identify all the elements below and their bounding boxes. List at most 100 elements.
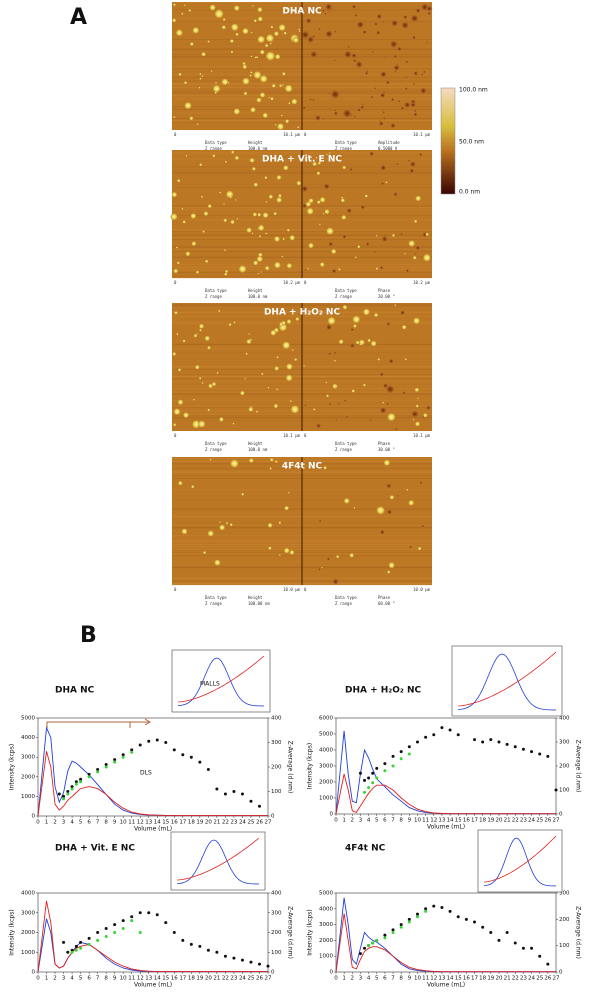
data-point — [530, 750, 534, 754]
particle — [413, 71, 418, 76]
x-tick-label: 3 — [62, 820, 66, 826]
particle — [387, 570, 391, 574]
particle — [409, 168, 415, 174]
particle — [290, 405, 300, 414]
particle — [400, 310, 405, 316]
data-point — [371, 781, 375, 785]
particle — [200, 195, 203, 198]
data-point — [391, 764, 395, 768]
particle — [270, 329, 277, 336]
particle — [389, 495, 395, 500]
particle — [173, 268, 178, 274]
data-point — [181, 938, 185, 942]
x-tick-label: 10 — [414, 818, 421, 824]
particle — [338, 339, 344, 345]
particle — [380, 71, 387, 78]
data-point — [104, 763, 108, 767]
particle — [260, 271, 262, 273]
inset-frame — [477, 829, 563, 893]
data-point — [66, 790, 70, 793]
x-tick-label: 12 — [137, 820, 144, 826]
plot-frame — [37, 892, 269, 973]
axis-extent: 10.1 µm — [413, 132, 430, 137]
x-tick-label: 1 — [45, 820, 49, 826]
data-point — [130, 748, 134, 752]
particle — [209, 4, 216, 11]
data-point — [96, 938, 100, 942]
data-point — [66, 792, 70, 796]
x-axis-label: Volume (mL) — [134, 826, 172, 833]
z-range-label: Z range — [335, 146, 352, 151]
particle — [250, 55, 253, 58]
color-bar-label: 50.0 nm — [459, 139, 484, 146]
particle — [232, 422, 235, 425]
y-tick-label: 1000 — [21, 794, 35, 800]
particle — [334, 351, 337, 354]
particle — [265, 34, 274, 43]
particle — [246, 227, 252, 233]
particle — [203, 211, 209, 216]
particle — [219, 191, 222, 194]
y2-tick-label: 300 — [559, 891, 570, 897]
y2-tick-label: 200 — [559, 764, 570, 770]
particle — [400, 106, 404, 110]
particle — [288, 102, 291, 105]
data-type: Phase — [378, 288, 391, 293]
particle — [333, 59, 336, 62]
particle — [285, 7, 288, 10]
particle — [316, 423, 321, 429]
y-tick-label: 6000 — [319, 716, 333, 722]
particle — [395, 427, 398, 431]
particle — [325, 381, 328, 384]
particle — [276, 175, 282, 180]
particle — [262, 212, 269, 218]
particle — [281, 320, 286, 325]
y2-tick-label: 200 — [559, 917, 570, 923]
particle — [362, 383, 366, 387]
z-range: 0.5000 V — [378, 146, 398, 151]
data-point — [172, 748, 176, 752]
x-tick-label: 15 — [455, 976, 462, 982]
particle — [326, 394, 329, 398]
z-range-label: Z range — [335, 447, 352, 452]
x-tick-label: 23 — [520, 818, 527, 824]
x-tick-label: 3 — [62, 976, 66, 982]
data-point — [407, 920, 411, 924]
particle — [280, 114, 283, 117]
particle — [172, 18, 177, 23]
particle — [411, 410, 419, 418]
particle — [270, 25, 274, 29]
x-tick-label: 24 — [239, 976, 246, 982]
data-type-label: Data type — [205, 140, 227, 145]
data-point — [104, 765, 108, 769]
particle — [381, 165, 383, 167]
particle — [342, 108, 352, 118]
y2-tick-label: 200 — [271, 765, 282, 771]
data-point — [407, 752, 411, 756]
axis-extent: 10.0 µm — [413, 587, 430, 592]
particle — [296, 180, 302, 186]
particle — [258, 227, 260, 230]
x-tick-label: 25 — [536, 818, 543, 824]
x-tick-label: 14 — [154, 820, 161, 826]
particle — [379, 407, 387, 414]
particle — [346, 208, 352, 214]
particle — [315, 156, 318, 159]
particle — [303, 365, 305, 367]
particle — [230, 459, 239, 468]
x-tick-label: 24 — [239, 820, 246, 826]
inset-frame — [171, 649, 271, 713]
data-point — [172, 931, 176, 934]
particle — [291, 98, 298, 105]
particle — [250, 31, 253, 34]
particle — [276, 388, 279, 391]
particle — [375, 267, 379, 270]
data-point — [57, 792, 61, 796]
particle — [393, 64, 400, 71]
particle — [326, 324, 332, 331]
x-tick-label: 9 — [408, 818, 412, 824]
particle — [193, 398, 195, 401]
particle — [214, 91, 217, 94]
particle — [182, 339, 186, 343]
y2-tick-label: 0 — [559, 970, 563, 976]
